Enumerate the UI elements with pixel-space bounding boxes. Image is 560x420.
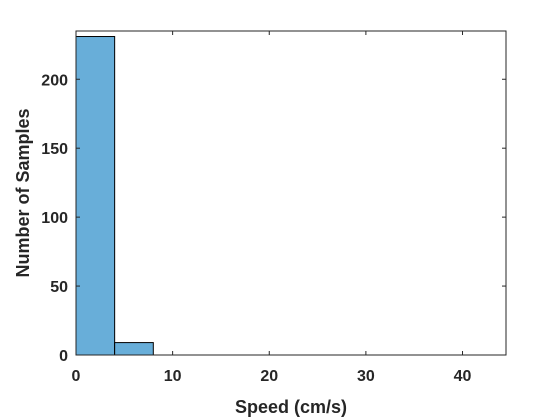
bars-group bbox=[75, 36, 154, 356]
x-tick-label: 30 bbox=[357, 368, 375, 385]
x-tick-label: 20 bbox=[260, 368, 278, 385]
y-axis-title: Number of Samples bbox=[13, 108, 33, 277]
x-tick-label: 40 bbox=[454, 368, 472, 385]
y-tick-label: 50 bbox=[50, 279, 68, 296]
x-tick-label: 10 bbox=[164, 368, 182, 385]
y-tick-label: 200 bbox=[41, 72, 68, 89]
axes-group bbox=[75, 30, 507, 356]
plot-box bbox=[75, 30, 507, 356]
x-axis-title: Speed (cm/s) bbox=[235, 397, 347, 417]
histogram-bar bbox=[75, 36, 116, 356]
y-tick-label: 150 bbox=[41, 141, 68, 158]
x-tick-label: 0 bbox=[72, 368, 81, 385]
y-tick-label: 100 bbox=[41, 210, 68, 227]
y-ticks-group: 0 50 100 150 200 bbox=[41, 72, 506, 365]
histogram-bar bbox=[114, 342, 154, 356]
x-ticks-group: 0 10 20 30 40 bbox=[72, 31, 472, 385]
y-tick-label: 0 bbox=[59, 348, 68, 365]
